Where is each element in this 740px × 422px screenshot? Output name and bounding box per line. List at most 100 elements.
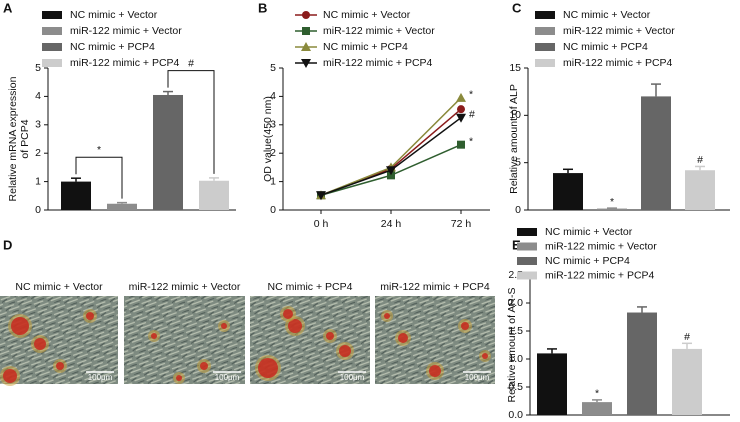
legend-swatch xyxy=(517,257,537,265)
image-title: NC mimic + Vector xyxy=(15,281,103,293)
annotation: * xyxy=(610,196,614,208)
x-tick-label: 24 h xyxy=(381,218,402,230)
y-tick-label: 0 xyxy=(270,204,276,216)
stain xyxy=(151,333,157,339)
legend-swatch xyxy=(517,271,537,280)
stain xyxy=(176,375,182,381)
marker xyxy=(457,140,465,149)
y-tick-label: 5 xyxy=(35,62,41,74)
line xyxy=(320,97,462,196)
y-axis-label: of PCP4 xyxy=(19,119,31,158)
stain xyxy=(461,322,469,330)
micrograph xyxy=(124,296,245,384)
legend-swatch xyxy=(535,59,555,67)
bar xyxy=(685,170,715,210)
legend-swatch xyxy=(42,11,62,19)
marker xyxy=(386,166,396,176)
stain xyxy=(326,332,334,340)
legend-label: NC mimic + PCP4 xyxy=(563,41,648,53)
legend-label: miR-122 mimic + PCP4 xyxy=(563,57,673,69)
legend-marker xyxy=(301,59,311,68)
panel-label: B xyxy=(258,0,267,15)
stain xyxy=(3,369,17,383)
bar xyxy=(107,203,137,210)
y-axis-label: Relative mRNA expression xyxy=(7,76,19,201)
stain xyxy=(200,362,208,370)
legend-label: miR-122 mimic + Vector xyxy=(563,25,675,37)
legend-label: miR-122 mimic + Vector xyxy=(545,240,657,252)
image-title: miR-122 mimic + PCP4 xyxy=(380,281,490,293)
legend-swatch xyxy=(535,11,555,19)
legend-marker xyxy=(302,27,310,35)
stain xyxy=(221,323,227,329)
y-axis-label: Relative amount of ALP xyxy=(508,84,520,194)
stain xyxy=(398,333,408,343)
bar xyxy=(597,208,627,210)
stain xyxy=(482,353,488,359)
scale-label: 100μm xyxy=(215,373,240,382)
y-tick-label: 1.0 xyxy=(508,353,523,365)
legend-swatch xyxy=(517,228,537,236)
legend-swatch xyxy=(42,27,62,35)
line xyxy=(320,108,462,196)
y-tick-label: 5 xyxy=(515,156,521,168)
bar xyxy=(199,180,229,210)
significance-bracket xyxy=(75,156,123,199)
legend-label: miR-122 mimic + Vector xyxy=(70,25,182,37)
marker xyxy=(456,113,466,123)
legend-label: miR-122 mimic + PCP4 xyxy=(323,57,433,69)
y-tick-label: 1 xyxy=(35,175,41,187)
legend-swatch xyxy=(517,242,537,251)
bar xyxy=(627,312,657,415)
y-tick-label: 0 xyxy=(515,204,521,216)
y-axis-label: OD value(450 nm) xyxy=(262,96,274,182)
annotation: # xyxy=(684,331,690,343)
y-tick-label: 5 xyxy=(270,62,276,74)
legend-label: NC mimic + Vector xyxy=(545,226,633,238)
scale-label: 100μm xyxy=(88,373,113,382)
image-title: miR-122 mimic + Vector xyxy=(129,281,241,293)
y-tick-label: 1 xyxy=(270,175,276,187)
legend-label: miR-122 mimic + PCP4 xyxy=(70,57,180,69)
marker xyxy=(457,105,465,114)
bar xyxy=(672,348,702,415)
line xyxy=(320,117,462,196)
image-title: NC mimic + PCP4 xyxy=(268,281,353,293)
annotation: * xyxy=(595,388,599,400)
stain xyxy=(339,345,351,357)
legend-label: NC mimic + PCP4 xyxy=(323,41,408,53)
x-tick-label: 0 h xyxy=(314,218,329,230)
scale-label: 100μm xyxy=(465,373,490,382)
annotation: * xyxy=(97,144,101,156)
marker xyxy=(316,191,326,201)
bar xyxy=(153,94,183,210)
y-tick-label: 3 xyxy=(35,119,41,131)
panel-label: C xyxy=(512,0,522,15)
y-tick-label: 10 xyxy=(509,109,521,121)
legend-label: NC mimic + Vector xyxy=(70,9,158,21)
bar xyxy=(641,96,671,210)
y-tick-label: 2 xyxy=(270,147,276,159)
stain xyxy=(258,358,278,378)
bar xyxy=(553,173,583,210)
y-tick-label: 2 xyxy=(35,147,41,159)
y-tick-label: 4 xyxy=(270,90,276,102)
bar xyxy=(537,353,567,415)
stain xyxy=(34,338,46,350)
legend-marker xyxy=(301,42,311,51)
annotation: # xyxy=(469,108,475,120)
y-tick-label: 15 xyxy=(509,62,521,74)
annotation: * xyxy=(469,89,473,101)
y-axis-label: Relative amount of AR-S xyxy=(506,288,518,403)
marker xyxy=(456,92,466,102)
legend-label: miR-122 mimic + PCP4 xyxy=(545,269,655,281)
annotation: # xyxy=(188,57,194,69)
scale-label: 100μm xyxy=(340,373,365,382)
legend-label: NC mimic + Vector xyxy=(563,9,651,21)
y-tick-label: 3 xyxy=(270,119,276,131)
y-tick-label: 2.0 xyxy=(508,297,523,309)
stain xyxy=(86,312,94,320)
marker xyxy=(387,171,395,180)
y-tick-label: 0 xyxy=(35,204,41,216)
